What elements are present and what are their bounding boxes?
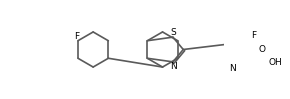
Text: OH: OH [269, 58, 282, 67]
Text: S: S [170, 28, 176, 37]
Text: N: N [170, 62, 177, 71]
Text: N: N [229, 64, 236, 73]
Text: O: O [259, 45, 266, 54]
Text: F: F [74, 32, 79, 41]
Text: F: F [251, 31, 257, 40]
